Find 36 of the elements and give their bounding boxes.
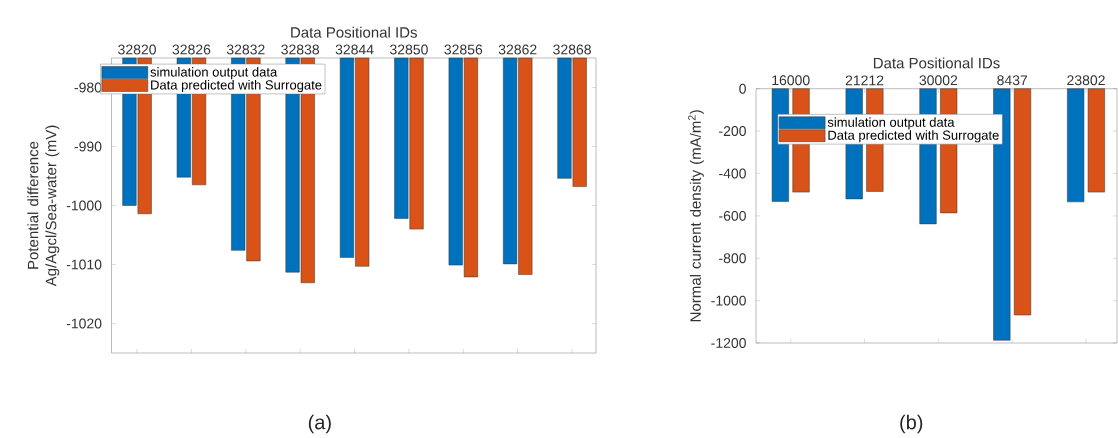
y-axis-title: Normal current density (mA/m$^{2}$) [688,110,704,322]
y-tick-label: -1010 [66,259,102,270]
x-tick-label: 23802 [1067,75,1105,86]
y-tick-label: -800 [719,253,746,264]
y-tick-label: -1020 [66,318,102,329]
x-axis-title: Data Positional IDs [873,57,1000,69]
y-tick-label: -990 [74,141,102,152]
x-tick-label: 8437 [997,75,1028,86]
x-tick-label: 32820 [118,44,156,55]
x-tick-label: 30002 [919,75,958,86]
x-tick-label: 32844 [335,44,374,55]
y-tick-label: -1000 [66,200,102,211]
y-tick-label: -600 [719,210,746,221]
x-tick-label: 32838 [281,44,320,55]
y-tick-label: -1200 [711,338,746,348]
legend-label: simulation output data [150,67,278,80]
y-tick-label: -980 [74,82,102,93]
x-axis-title: Data Positional IDs [291,26,417,38]
y-tick-label: 0 [739,83,746,94]
text: (a) [308,414,331,434]
y-tick-label: -400 [719,168,746,179]
y-axis-title: Potential difference Ag/Agcl/Sea-water (mV) [27,125,60,287]
x-tick-label: 32856 [444,44,483,55]
text: (b) [900,414,923,434]
x-tick-label: 32862 [498,44,537,55]
legend-label: Data predicted with Surrogate [151,79,322,93]
y-tick-label: -200 [719,126,746,137]
x-tick-label: 32868 [553,44,591,55]
legend-label: Data predicted with Surrogate [828,130,999,143]
x-tick-label: 32826 [172,44,211,55]
x-tick-label: 32832 [226,44,265,55]
y-tick-label: -1000 [711,295,746,306]
legend-label: simulation output data [827,117,955,130]
x-tick-label: 21212 [845,75,884,86]
x-tick-label: 16000 [772,75,810,86]
x-tick-label: 32850 [390,44,428,55]
